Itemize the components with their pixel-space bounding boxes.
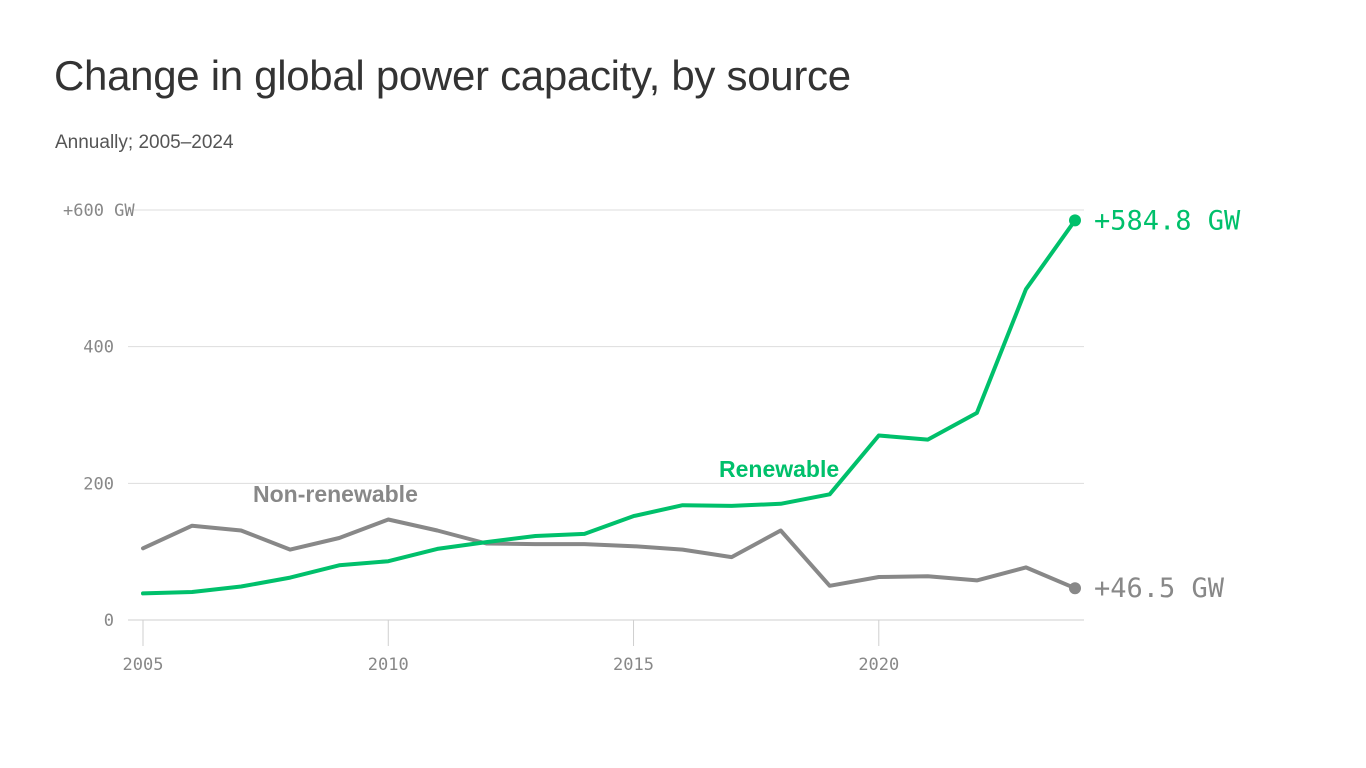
chart-title: Change in global power capacity, by sour… (54, 52, 851, 99)
series-labels: Non-renewable Renewable +584.8 GW +46.5 … (253, 205, 1241, 604)
x-tick-label: 2020 (858, 655, 899, 675)
y-tick-label: 400 (83, 338, 114, 358)
x-tick-label: 2005 (123, 655, 164, 675)
end-point-non-renewable (1069, 582, 1081, 595)
y-axis-ticks: 0 200 400 +600 GW (63, 201, 135, 631)
y-tick-label: 200 (83, 474, 114, 494)
end-point-renewable (1069, 214, 1081, 227)
x-axis-ticks: 2005 2010 2015 2020 (123, 620, 899, 675)
chart-subtitle: Annually; 2005–2024 (55, 132, 234, 153)
series-line-renewable (141, 218, 1077, 596)
y-tick-label: 0 (104, 611, 114, 631)
x-tick-label: 2010 (368, 655, 409, 675)
series-label-renewable: Renewable (719, 456, 839, 482)
y-tick-label: +600 GW (63, 201, 135, 221)
x-tick-label: 2015 (613, 655, 654, 675)
series-label-non-renewable: Non-renewable (253, 481, 418, 507)
end-value-label-renewable: +584.8 GW (1094, 205, 1241, 236)
gridlines (128, 209, 1084, 621)
series-lines (141, 214, 1081, 596)
series-line-non-renewable (141, 517, 1077, 591)
end-value-label-non-renewable: +46.5 GW (1094, 573, 1225, 604)
